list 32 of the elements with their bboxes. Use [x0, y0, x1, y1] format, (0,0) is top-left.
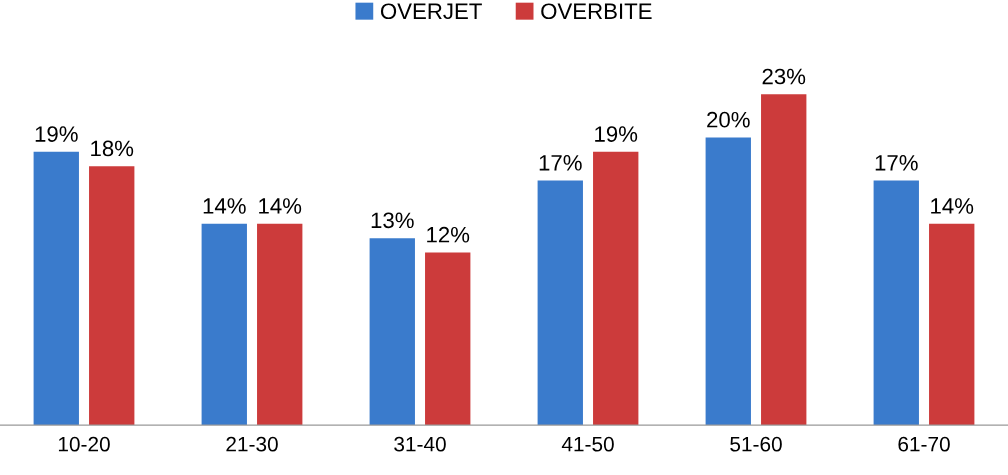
bar [705, 137, 751, 426]
x-tick-label: 41-50 [561, 436, 614, 452]
bar [201, 223, 247, 426]
data-label: 13% [371, 212, 414, 229]
bar [89, 166, 135, 426]
x-tick-label: 51-60 [730, 436, 782, 452]
bar [593, 151, 639, 426]
x-tick-label: 61-70 [898, 436, 950, 452]
data-label: 14% [203, 198, 246, 214]
legend-label: OVERBITE [541, 3, 652, 20]
bar [873, 180, 919, 426]
data-label: 23% [762, 68, 806, 85]
data-label: 14% [931, 198, 974, 214]
x-tick-label: 21-30 [226, 436, 278, 452]
data-label: 12% [427, 226, 470, 243]
data-label: 17% [539, 155, 582, 171]
x-tick-label: 10-20 [58, 436, 110, 452]
bar [425, 252, 471, 426]
bar [257, 223, 303, 426]
data-label: 19% [35, 126, 78, 142]
legend-label: OVERJET [380, 3, 482, 20]
bar [929, 223, 975, 426]
data-label: 18% [91, 140, 134, 157]
data-label: 20% [707, 111, 750, 128]
bar [761, 94, 807, 426]
data-label: 17% [875, 155, 918, 171]
bar [537, 180, 583, 426]
bar [369, 238, 415, 426]
x-tick-label: 31-40 [394, 436, 446, 452]
data-label: 19% [595, 126, 638, 142]
bar [33, 151, 79, 426]
data-label: 14% [259, 198, 302, 214]
